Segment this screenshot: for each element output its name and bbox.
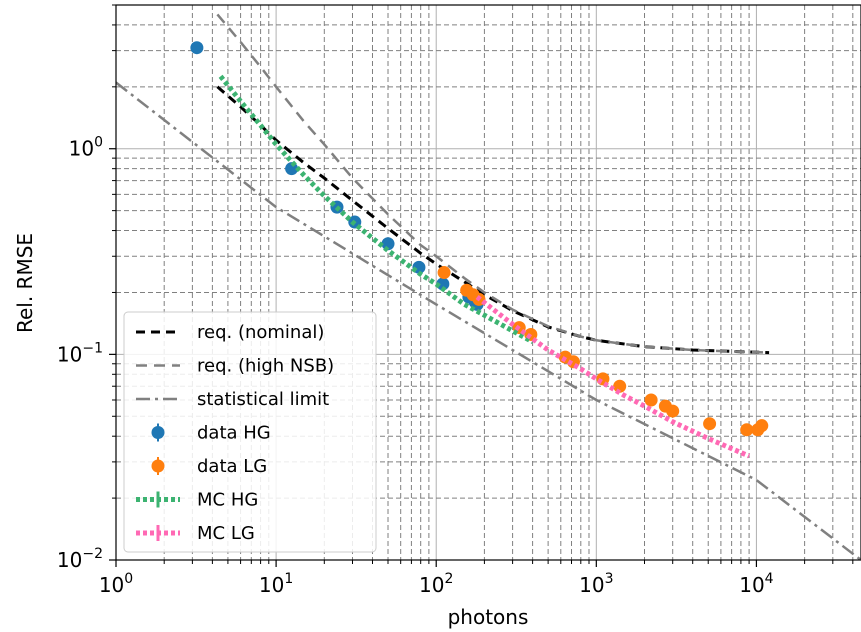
x-tick-label: 102 — [419, 571, 453, 597]
axis-ticks: 100 101 102 103 104 10−2 10−1 100 — [57, 4, 854, 597]
x-tick-label: 103 — [579, 571, 613, 597]
x-tick-label: 100 — [99, 571, 133, 597]
legend-label-req-high-nsb: req. (high NSB) — [197, 356, 334, 377]
y-tick-label: 10−1 — [57, 340, 103, 366]
data-point-data-hg — [436, 277, 450, 291]
legend-label-data-lg: data LG — [197, 456, 267, 477]
data-point-data-lg — [755, 419, 769, 433]
y-axis-label: Rel. RMSE — [13, 233, 37, 333]
data-point-data-lg — [666, 404, 680, 418]
legend-marker-data-hg — [151, 426, 165, 439]
legend-box — [123, 311, 377, 553]
x-tick-label: 101 — [259, 571, 293, 597]
x-axis-label: photons — [448, 605, 529, 629]
data-point-data-lg — [703, 417, 717, 431]
data-point-data-lg — [613, 379, 627, 393]
data-point-data-lg — [740, 423, 754, 437]
plot-frame — [115, 4, 861, 561]
data-point-data-lg — [644, 393, 658, 407]
data-point-data-hg — [190, 41, 204, 55]
x-tick-label: 104 — [739, 571, 773, 597]
legend: req. (nominal) req. (high NSB) statistical… — [123, 311, 377, 553]
y-tick-label: 100 — [69, 135, 103, 161]
data-point-data-hg — [285, 162, 299, 176]
y-tick-label: 10−2 — [57, 546, 103, 572]
legend-label-mc-hg: MC HG — [197, 490, 258, 511]
series-line-statistical-limit — [116, 81, 861, 560]
legend-label-req-nominal: req. (nominal) — [197, 322, 324, 343]
series-line-req-high-nsb — [216, 13, 770, 354]
data-point-data-hg — [381, 237, 395, 251]
series-line-mc-hg — [218, 74, 534, 345]
data-point-data-lg — [437, 266, 451, 280]
plot-area — [116, 13, 861, 560]
series-line-mc-lg — [475, 295, 751, 459]
legend-label-statistical-limit: statistical limit — [197, 389, 329, 410]
legend-marker-data-lg — [151, 459, 165, 473]
legend-label-mc-lg: MC LG — [197, 523, 255, 544]
legend-label-data-hg: data HG — [197, 423, 271, 444]
